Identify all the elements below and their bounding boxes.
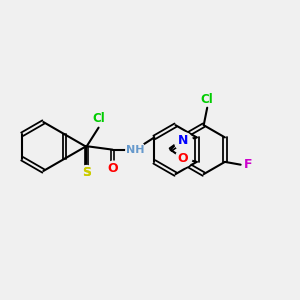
Text: O: O: [107, 162, 118, 176]
Text: S: S: [82, 166, 91, 178]
Text: F: F: [243, 158, 252, 171]
Text: NH: NH: [126, 145, 145, 155]
Text: Cl: Cl: [92, 112, 105, 125]
Text: Cl: Cl: [201, 93, 214, 106]
Text: N: N: [178, 134, 188, 147]
Text: S: S: [82, 166, 91, 178]
Text: O: O: [177, 152, 188, 165]
